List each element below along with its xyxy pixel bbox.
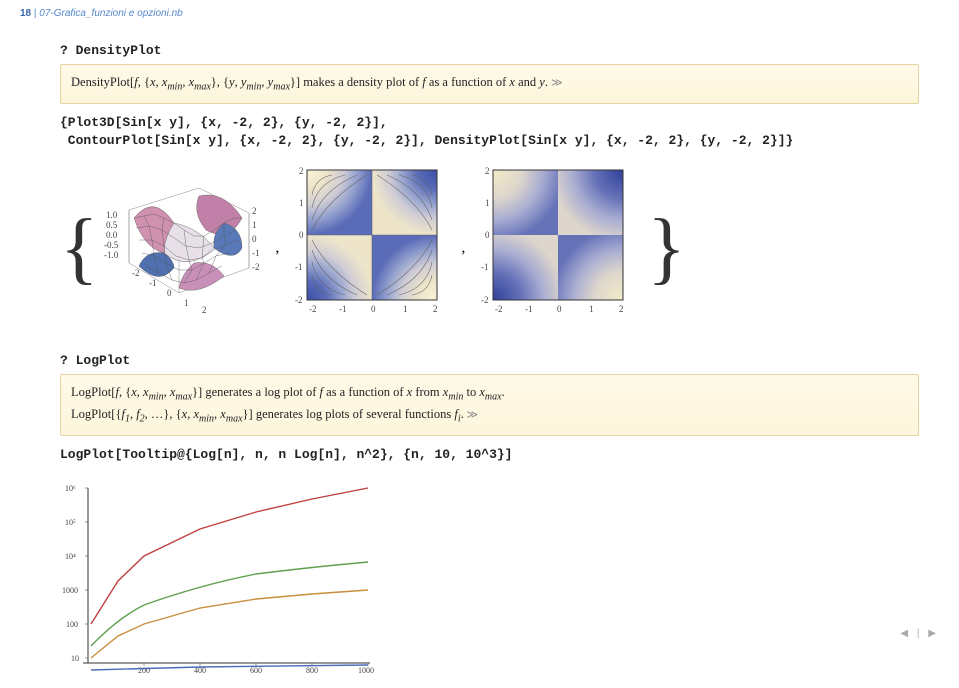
zlabel-2: 0.5	[106, 220, 118, 230]
logplot-query: ? LogPlot	[60, 353, 919, 368]
contourplot-svg: -2 -1 0 1 2 -2 -1 0 1 2	[285, 160, 455, 330]
xlabel: -2	[309, 304, 317, 314]
ytick: 10⁶	[65, 484, 76, 493]
xtick: 1000	[358, 666, 374, 673]
plots-row: { 1.0 0.5 0.0 -0.5 -1.0	[60, 160, 919, 335]
ylabel: -1	[481, 262, 489, 272]
ylabel: -2	[295, 295, 303, 305]
ylabel: -2	[481, 295, 489, 305]
ylabel: 0	[485, 230, 490, 240]
nav-sep: |	[917, 628, 920, 639]
footer-nav: ◀ | ▶	[897, 628, 939, 639]
next-page[interactable]: ▶	[928, 628, 936, 639]
zlabel-4: -0.5	[104, 240, 119, 250]
logplot-chart: 10⁶ 10⁵ 10⁴ 1000 100 10 200	[60, 473, 919, 678]
ytick: 10	[71, 654, 79, 663]
xlabel: -1	[149, 278, 157, 288]
plot3d-svg: 1.0 0.5 0.0 -0.5 -1.0	[104, 168, 269, 323]
right-brace: }	[647, 208, 685, 288]
ytick: 10⁵	[65, 518, 76, 527]
page-number: 18	[20, 8, 31, 19]
xlabel: 2	[433, 304, 438, 314]
xlabel: 1	[589, 304, 594, 314]
densityplot-doc-text: DensityPlot[f, {x, xmin, xmax}, {y, ymin…	[71, 75, 548, 89]
contourplot: -2 -1 0 1 2 -2 -1 0 1 2	[285, 160, 455, 335]
zlabel-3: 0.0	[106, 230, 118, 240]
plot3d: 1.0 0.5 0.0 -0.5 -1.0	[104, 168, 269, 328]
curve-nlogn	[91, 562, 368, 646]
logplot-doc-line2: LogPlot[{f1, f2, …}, {x, xmin, xmax}] ge…	[71, 405, 908, 427]
ytick: 10⁴	[65, 552, 76, 561]
xlabel: 0	[167, 288, 172, 298]
doc-title: 07-Grafica_funzioni e opzioni.nb	[39, 8, 182, 19]
logplot-svg: 10⁶ 10⁵ 10⁴ 1000 100 10 200	[60, 473, 380, 673]
more-link[interactable]: ≫	[551, 77, 563, 89]
xlabel: 0	[557, 304, 562, 314]
xlabel: 1	[403, 304, 408, 314]
ylabel: -1	[252, 248, 260, 258]
code-line-1: {Plot3D[Sin[x y], {x, -2, 2}, {y, -2, 2}…	[60, 114, 919, 132]
xlabel: -1	[525, 304, 533, 314]
zlabel-5: -1.0	[104, 250, 119, 260]
code-line-2: ContourPlot[Sin[x y], {x, -2, 2}, {y, -2…	[60, 132, 919, 150]
densityplot-doc: DensityPlot[f, {x, xmin, xmax}, {y, ymin…	[60, 64, 919, 104]
xtick: 200	[138, 666, 150, 673]
xlabel: -2	[495, 304, 503, 314]
logplot-doc-line1: LogPlot[f, {x, xmin, xmax}] generates a …	[71, 383, 908, 405]
logplot-code: LogPlot[Tooltip@{Log[n], n, n Log[n], n^…	[60, 446, 919, 464]
xlabel: 2	[202, 305, 207, 315]
ylabel: 1	[485, 198, 490, 208]
ylabel: -1	[295, 262, 303, 272]
ylabel: 0	[252, 234, 257, 244]
content: ? DensityPlot DensityPlot[f, {x, xmin, x…	[0, 23, 959, 688]
ylabel: -2	[252, 262, 260, 272]
ylabel: 2	[252, 206, 257, 216]
ylabel: 1	[252, 220, 257, 230]
xtick: 800	[306, 666, 318, 673]
ylabel: 1	[299, 198, 304, 208]
curve-log-n	[91, 665, 368, 670]
ytick: 100	[66, 620, 78, 629]
page-header: 18 | 07-Grafica_funzioni e opzioni.nb	[0, 0, 959, 23]
densityplot-svg: -2 -1 0 1 2 -2 -1 0 1 2	[471, 160, 641, 330]
ylabel: 0	[299, 230, 304, 240]
densityplot: -2 -1 0 1 2 -2 -1 0 1 2	[471, 160, 641, 335]
xlabel: 2	[619, 304, 624, 314]
plot-sep: ,	[461, 239, 465, 257]
xlabel: -1	[339, 304, 347, 314]
ytick: 1000	[62, 586, 78, 595]
xlabel: -2	[132, 268, 140, 278]
left-brace: {	[60, 208, 98, 288]
ylabel: 2	[485, 166, 490, 176]
densityplot-query: ? DensityPlot	[60, 43, 919, 58]
logplot-doc: LogPlot[f, {x, xmin, xmax}] generates a …	[60, 374, 919, 436]
plot-sep: ,	[275, 239, 279, 257]
more-link[interactable]: ≫	[464, 409, 478, 421]
ylabel: 2	[299, 166, 304, 176]
curve-n	[91, 590, 368, 658]
zlabel-1: 1.0	[106, 210, 118, 220]
xlabel: 0	[371, 304, 376, 314]
xlabel: 1	[184, 298, 189, 308]
densityplot-code: {Plot3D[Sin[x y], {x, -2, 2}, {y, -2, 2}…	[60, 114, 919, 150]
prev-page[interactable]: ◀	[900, 628, 908, 639]
